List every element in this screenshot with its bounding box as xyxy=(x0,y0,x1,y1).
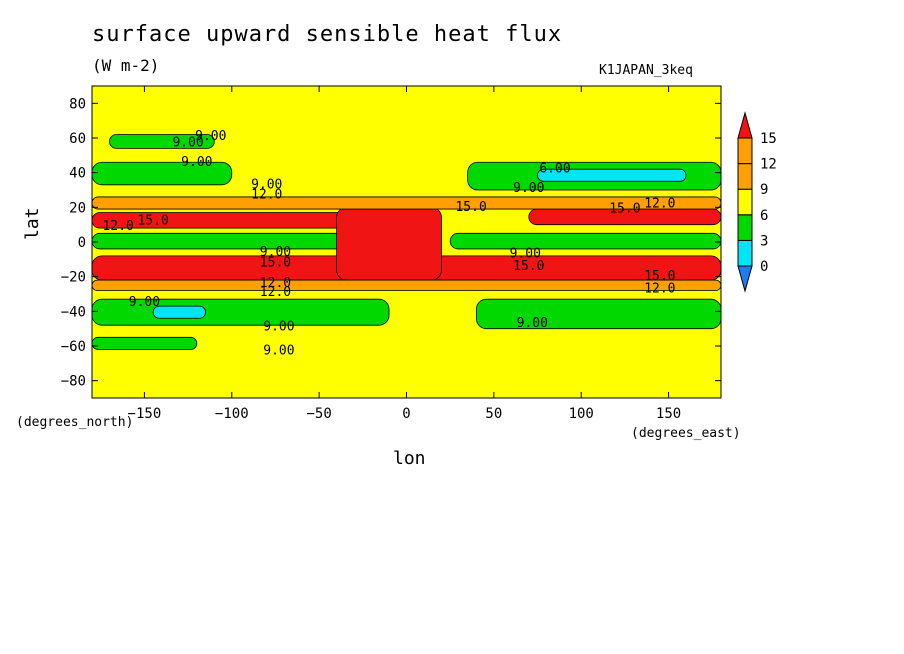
contour-region xyxy=(92,298,390,326)
x-tick-label: 150 xyxy=(656,406,681,422)
contour-label: 9.00 xyxy=(263,319,294,334)
x-tick-label: −50 xyxy=(306,406,331,422)
contour-label: 12.0 xyxy=(260,276,291,291)
contour-label: 12.0 xyxy=(260,285,291,300)
contour-label: 9.00 xyxy=(251,177,282,192)
x-tick-label: 100 xyxy=(569,406,594,422)
contour-label: 9.00 xyxy=(195,129,226,144)
contour-label: 15.0 xyxy=(609,202,640,217)
x-tick-label: 50 xyxy=(485,406,502,422)
colorbar-label: 6 xyxy=(760,208,768,224)
colorbar-label: 9 xyxy=(760,182,768,198)
contour-region xyxy=(92,232,364,250)
x-axis-ticks: −150 −100 −50 0 50 100 150 xyxy=(128,86,681,422)
contour-region xyxy=(92,279,721,291)
colorbar-segment xyxy=(737,239,753,267)
contour-region xyxy=(92,196,721,210)
x-axis-label: lon xyxy=(393,448,426,469)
y-tick-label: 20 xyxy=(69,200,86,216)
y-tick-label: 80 xyxy=(69,96,86,112)
contour-labels: 9.009.009.009.0012.015.012.015.06.009.00… xyxy=(103,129,676,359)
contour-region xyxy=(449,232,721,250)
y-tick-label: −40 xyxy=(61,304,86,320)
contour-label: 9.00 xyxy=(513,181,544,196)
colorbar-segment xyxy=(737,188,753,216)
colorbar-label: 3 xyxy=(760,233,768,249)
contour-label: 9.00 xyxy=(260,245,291,260)
colorbar-top-arrow xyxy=(737,111,753,139)
colorbar-segment xyxy=(737,214,753,241)
contour-label: 9.00 xyxy=(510,247,541,262)
contour-label: 9.00 xyxy=(172,136,203,151)
contour-label: 12.0 xyxy=(644,281,675,296)
y-units-label: (degrees_north) xyxy=(16,415,134,430)
contour-region xyxy=(109,134,215,149)
contour-label: 15.0 xyxy=(644,269,675,284)
contour-label: 15.0 xyxy=(137,214,168,229)
colorbar-segment xyxy=(737,163,753,190)
y-axis-ticks: 80 60 40 20 0 −20 −40 −60 −80 xyxy=(61,96,721,390)
experiment-label: K1JAPAN_3keq xyxy=(599,63,693,78)
y-tick-label: −20 xyxy=(61,270,86,286)
units-label: (W m-2) xyxy=(92,56,160,75)
contour-label: 15.0 xyxy=(513,259,544,274)
y-tick-label: −60 xyxy=(61,339,86,355)
chart-title: surface upward sensible heat flux xyxy=(92,22,563,47)
contour-label: 6.00 xyxy=(539,162,570,177)
contour-label: 12.0 xyxy=(644,196,675,211)
plot-area xyxy=(92,86,721,398)
x-units-label: (degrees_east) xyxy=(631,426,741,441)
y-tick-label: −80 xyxy=(61,374,86,390)
y-tick-label: 0 xyxy=(78,235,86,251)
colorbar: 0 3 6 9 12 15 xyxy=(737,111,777,293)
contour-label: 9.00 xyxy=(129,295,160,310)
colorbar-label: 12 xyxy=(760,157,777,173)
x-tick-label: 0 xyxy=(402,406,410,422)
x-tick-label: −100 xyxy=(215,406,249,422)
contour-label: 15.0 xyxy=(455,200,486,215)
contour-region xyxy=(92,161,233,186)
contour-region xyxy=(336,206,442,281)
x-tick-label: −150 xyxy=(128,406,162,422)
contour-region xyxy=(152,305,206,319)
contour-label: 9.00 xyxy=(517,316,548,331)
contour-region xyxy=(92,336,198,350)
contour-region xyxy=(537,168,687,182)
contour-label: 12.0 xyxy=(251,188,282,203)
contour-label: 12.0 xyxy=(103,219,134,234)
contour-label: 9.00 xyxy=(263,344,294,359)
y-tick-label: 60 xyxy=(69,131,86,147)
contour-label: 15.0 xyxy=(260,255,291,270)
y-tick-label: 40 xyxy=(69,166,86,182)
contour-label: 9.00 xyxy=(181,155,212,170)
contour-region xyxy=(475,298,721,330)
colorbar-segment xyxy=(737,137,753,165)
colorbar-bottom-arrow xyxy=(737,265,753,293)
colorbar-label: 15 xyxy=(760,131,777,147)
colorbar-label: 0 xyxy=(760,259,768,275)
